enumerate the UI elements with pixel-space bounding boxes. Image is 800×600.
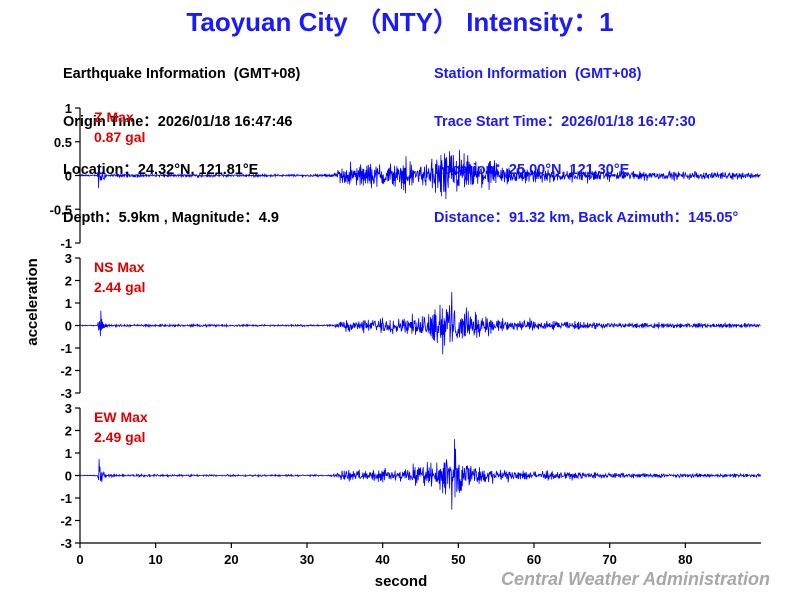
ew-waveform — [79, 439, 761, 510]
ns-y-tick-label: -1 — [60, 341, 72, 356]
agency-credit: Central Weather Administration — [500, 569, 770, 589]
ew-max-label: EW Max — [94, 409, 148, 425]
chart-title: Taoyuan City （NTY） Intensity：1 — [186, 7, 614, 37]
x-tick-label: 10 — [148, 552, 162, 567]
z-max-label: Z Max — [94, 109, 134, 125]
earthquake-info-heading: Earthquake Information (GMT+08) — [63, 66, 301, 82]
ns-y-tick-label: 1 — [65, 296, 72, 311]
x-tick-label: 40 — [375, 552, 389, 567]
z-max-value: 0.87 gal — [94, 129, 145, 145]
trace-start-time: Trace Start Time：2026/01/18 16:47:30 — [434, 114, 696, 130]
earthquake-info: Earthquake Information (GMT+08) Origin T… — [63, 34, 300, 242]
z-y-tick-label: -0.5 — [50, 202, 72, 217]
z-y-tick-label: 1 — [65, 101, 72, 116]
ew-y-tick-label: -3 — [60, 536, 72, 551]
ew-y-tick-label: 1 — [65, 446, 72, 461]
z-y-tick-label: 0.5 — [54, 135, 72, 150]
ns-y-tick-label: -2 — [60, 364, 72, 379]
ew-y-tick-label: -2 — [60, 514, 72, 529]
x-tick-label: 70 — [602, 552, 616, 567]
x-axis-label: second — [375, 573, 428, 590]
z-y-tick-label: 0 — [65, 169, 72, 184]
ns-y-tick-label: 0 — [65, 319, 72, 334]
x-tick-label: 30 — [300, 552, 314, 567]
ew-y-tick-label: -1 — [60, 491, 72, 506]
x-tick-label: 0 — [76, 552, 83, 567]
ew-y-tick-label: 0 — [65, 469, 72, 484]
distance-azimuth: Distance：91.32 km, Back Azimuth：145.05° — [434, 210, 739, 226]
depth-magnitude: Depth：5.9km , Magnitude：4.9 — [63, 210, 279, 226]
x-tick-label: 50 — [451, 552, 465, 567]
origin-time: Origin Time：2026/01/18 16:47:46 — [63, 114, 293, 130]
ew-max-value: 2.49 gal — [94, 429, 145, 445]
ns-y-tick-label: 2 — [65, 274, 72, 289]
ew-y-tick-label: 3 — [65, 401, 72, 416]
z-y-tick-label: -1 — [60, 236, 72, 251]
z-waveform — [79, 149, 761, 200]
station-info-heading: Station Information (GMT+08) — [434, 66, 642, 82]
ns-waveform — [79, 291, 761, 355]
epicenter-location: Location：24.32°N, 121.81°E — [63, 162, 259, 178]
ns-y-tick-label: -3 — [60, 386, 72, 401]
x-tick-label: 20 — [224, 552, 238, 567]
ns-y-tick-label: 3 — [65, 251, 72, 266]
ns-max-label: NS Max — [94, 259, 145, 275]
y-axis-label: acceleration — [24, 258, 41, 346]
x-tick-label: 80 — [678, 552, 692, 567]
x-tick-label: 60 — [527, 552, 541, 567]
ew-y-tick-label: 2 — [65, 424, 72, 439]
ns-max-value: 2.44 gal — [94, 279, 145, 295]
